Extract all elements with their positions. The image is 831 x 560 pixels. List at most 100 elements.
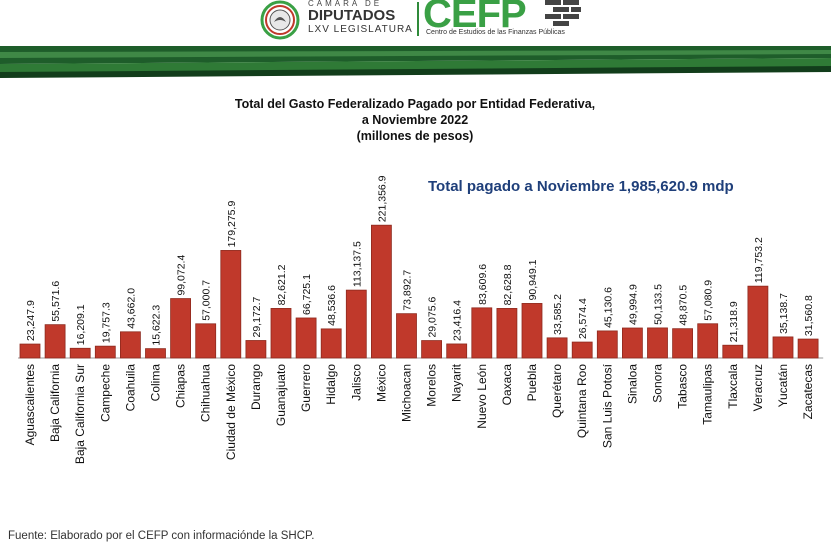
category-label: San Luis Potosí bbox=[600, 363, 614, 448]
bar bbox=[270, 308, 292, 359]
bar bbox=[672, 328, 693, 359]
category-label: Morelos bbox=[425, 364, 439, 407]
bar bbox=[170, 298, 192, 359]
category-label: Chiapas bbox=[174, 364, 188, 408]
bar bbox=[521, 303, 543, 359]
value-label: 33,585.2 bbox=[552, 294, 564, 335]
bar bbox=[421, 340, 443, 359]
category-label: Querétaro bbox=[550, 364, 564, 418]
category-label: Aguascalientes bbox=[23, 364, 37, 445]
value-label: 31,560.8 bbox=[803, 295, 815, 336]
value-label: 29,172.7 bbox=[251, 296, 263, 337]
eagle-seal-icon bbox=[260, 0, 300, 40]
bar bbox=[195, 323, 217, 359]
category-label: Baja California Sur bbox=[73, 364, 87, 464]
category-label: Zacatecas bbox=[801, 364, 815, 419]
category-label: Ciudad de México bbox=[224, 364, 238, 460]
value-label: 21,318.9 bbox=[728, 301, 740, 342]
cefp-logo: CEFP bbox=[423, 0, 527, 36]
bar bbox=[370, 224, 392, 359]
bar bbox=[446, 343, 468, 359]
value-label: 99,072.4 bbox=[176, 255, 188, 296]
category-label: Guanajuato bbox=[274, 364, 288, 426]
value-label: 179,275.9 bbox=[226, 201, 238, 248]
category-label: Michoacan bbox=[400, 364, 414, 422]
bar bbox=[797, 338, 819, 359]
category-label: Durango bbox=[249, 364, 263, 410]
category-label: Quintana Roo bbox=[575, 364, 589, 438]
category-label: Guerrero bbox=[299, 364, 313, 412]
chart-subtitle: a Noviembre 2022 bbox=[361, 113, 469, 127]
bar bbox=[571, 341, 593, 359]
bar bbox=[320, 328, 342, 359]
bricks-logo-icon bbox=[545, 0, 581, 26]
category-label: Nayarit bbox=[450, 363, 464, 402]
bar bbox=[496, 308, 518, 359]
camara-diputados-logo: CÁMARA DE DIPUTADOS LXV LEGISLATURA bbox=[258, 0, 418, 40]
category-label: Puebla bbox=[525, 364, 539, 402]
total-paid-label: Total pagado a Noviembre 1,985,620.9 mdp bbox=[428, 178, 734, 195]
category-label: Yucatán bbox=[776, 364, 790, 407]
bar bbox=[44, 324, 66, 359]
chart-unit-label: (millones de pesos) bbox=[356, 129, 474, 143]
value-label: 15,622.3 bbox=[151, 305, 163, 346]
value-label: 221,356.9 bbox=[376, 175, 388, 222]
value-label: 57,000.7 bbox=[201, 280, 213, 321]
value-label: 119,753.2 bbox=[753, 237, 765, 283]
legislatura-text: LXV LEGISLATURA bbox=[308, 24, 413, 35]
value-label: 50,133.5 bbox=[653, 284, 665, 325]
bar bbox=[94, 345, 116, 359]
bar bbox=[722, 344, 744, 359]
bar bbox=[220, 250, 242, 359]
header-banner bbox=[0, 42, 831, 78]
category-label: Oaxaca bbox=[500, 364, 514, 406]
cefp-subtitle: Centro de Estudios de las Finanzas Públi… bbox=[426, 29, 565, 36]
camara-top-text: CÁMARA DE bbox=[308, 0, 383, 8]
category-label: Campeche bbox=[98, 364, 112, 422]
category-label: Coahuila bbox=[123, 364, 137, 412]
bar bbox=[596, 330, 618, 359]
page-header: CÁMARA DE DIPUTADOS LXV LEGISLATURA CEFP… bbox=[0, 0, 831, 80]
category-label: Tabasco bbox=[676, 364, 690, 409]
value-label: 23,416.4 bbox=[452, 300, 464, 341]
bar bbox=[747, 285, 769, 359]
value-label: 45,130.6 bbox=[602, 287, 614, 328]
bar bbox=[245, 340, 267, 359]
value-label: 82,628.8 bbox=[502, 264, 514, 305]
value-label: 83,609.6 bbox=[477, 264, 489, 305]
bar bbox=[345, 289, 367, 359]
value-label: 90,949.1 bbox=[527, 259, 539, 300]
value-label: 57,080.9 bbox=[703, 280, 715, 321]
bar bbox=[69, 347, 91, 359]
category-label: Jalisco bbox=[349, 364, 363, 401]
value-label: 29,075.6 bbox=[427, 297, 439, 338]
source-footnote: Fuente: Elaborado por el CEFP con inform… bbox=[8, 530, 315, 542]
camara-main-text: DIPUTADOS bbox=[308, 7, 396, 24]
value-label: 19,757.3 bbox=[100, 302, 112, 343]
value-label: 48,870.5 bbox=[678, 285, 690, 326]
value-label: 48,536.6 bbox=[326, 285, 338, 326]
value-label: 35,138.7 bbox=[778, 293, 790, 334]
category-label: Tamaulipas bbox=[701, 364, 715, 425]
value-label: 23,247.9 bbox=[25, 300, 37, 341]
category-label: Baja California bbox=[48, 364, 62, 442]
category-label: Hidalgo bbox=[324, 364, 338, 405]
bar bbox=[622, 327, 643, 359]
category-label: Colima bbox=[149, 364, 163, 402]
bar bbox=[145, 348, 166, 359]
value-label: 26,574.4 bbox=[577, 298, 589, 339]
value-label: 43,662.0 bbox=[125, 288, 137, 329]
bar bbox=[697, 323, 719, 359]
value-label: 55,571.6 bbox=[50, 281, 62, 322]
bar bbox=[120, 331, 141, 359]
category-label: Sinaloa bbox=[625, 364, 639, 404]
bar bbox=[471, 307, 493, 359]
bar bbox=[19, 343, 41, 359]
value-label: 113,137.5 bbox=[351, 241, 363, 287]
category-label: Sonora bbox=[651, 364, 665, 403]
category-label: Tlaxcala bbox=[726, 364, 740, 409]
chart-title-block: Total del Gasto Federalizado Pagado por … bbox=[170, 96, 660, 144]
bar bbox=[396, 313, 417, 359]
category-label: Veracruz bbox=[751, 364, 765, 411]
